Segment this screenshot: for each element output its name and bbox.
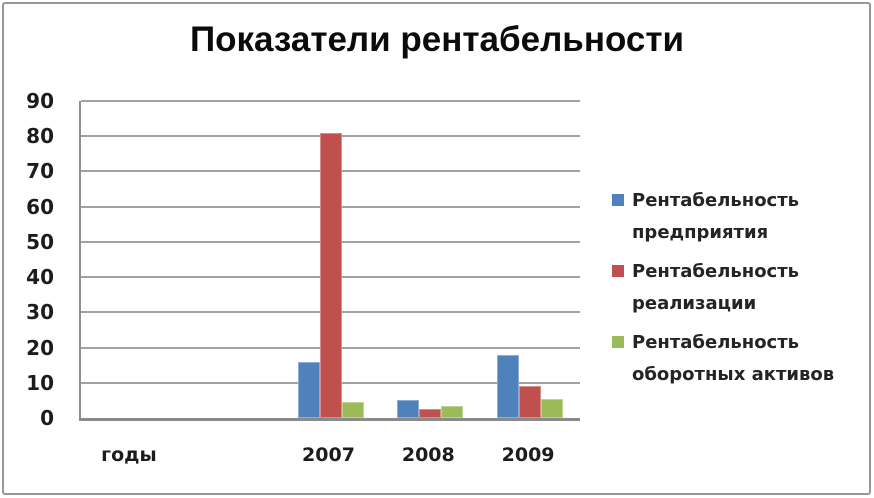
x-tick-label-2007: 2007 — [302, 444, 355, 466]
y-tick-label-10: 10 — [26, 370, 54, 395]
y-tick-label-40: 40 — [26, 265, 54, 290]
x-tick-label-2008: 2008 — [401, 444, 455, 466]
x-tick-label-годы: годы — [101, 444, 157, 466]
y-tick-label-30: 30 — [26, 300, 54, 325]
legend-swatch-icon — [612, 336, 624, 348]
legend: Рентабельность предприятия Рентабельность… — [612, 185, 837, 398]
y-tick-label-50: 50 — [26, 229, 54, 254]
bar-2009-series2 — [519, 386, 542, 418]
y-tick-label-80: 80 — [26, 124, 54, 149]
y-tick-label-90: 90 — [26, 89, 54, 113]
bar-2008-series1 — [397, 400, 420, 418]
x-tick-label-2009: 2009 — [501, 444, 555, 466]
legend-label: Рентабельность предприятия — [632, 190, 800, 243]
legend-item-2: Рентабельность реализации — [612, 256, 837, 320]
legend-item-3: Рентабельность оборотных активов — [612, 327, 837, 391]
bar-2007-series3 — [341, 402, 364, 418]
gridline-90 — [81, 100, 580, 102]
bar-2007-series1 — [297, 361, 320, 418]
y-tick-label-70: 70 — [26, 159, 54, 184]
bar-2008-series3 — [441, 405, 464, 418]
bar-2007-series2 — [319, 132, 342, 418]
plot-area — [79, 100, 580, 421]
bar-2009-series1 — [497, 354, 520, 418]
legend-item-1: Рентабельность предприятия — [612, 185, 837, 249]
y-tick-label-20: 20 — [26, 335, 54, 360]
legend-swatch-icon — [612, 265, 624, 277]
legend-label: Рентабельность реализации — [632, 261, 800, 314]
legend-label: Рентабельность оборотных активов — [632, 332, 835, 385]
bar-2009-series3 — [541, 398, 564, 418]
chart-title: Показатели рентабельности — [189, 20, 685, 59]
legend-swatch-icon — [612, 194, 624, 206]
bar-2008-series2 — [419, 409, 442, 418]
y-tick-label-60: 60 — [26, 194, 54, 219]
y-tick-label-0: 0 — [40, 406, 54, 430]
